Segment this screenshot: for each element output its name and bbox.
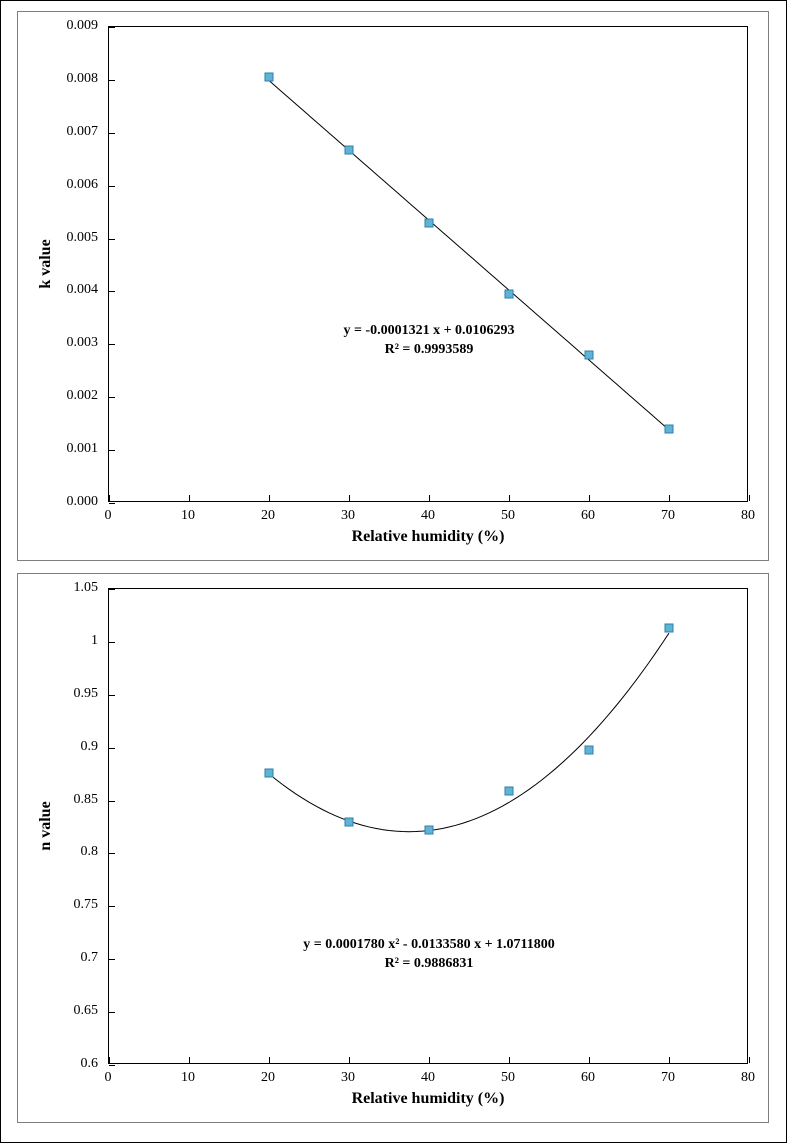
y-tick-label: 1.05: [74, 580, 99, 596]
data-marker: [665, 624, 674, 633]
data-marker: [345, 817, 354, 826]
x-tick-label: 10: [181, 1070, 195, 1086]
y-tick-label: 0.85: [74, 792, 99, 808]
x-tick-label: 30: [341, 508, 355, 524]
y-tick-label: 0.007: [67, 124, 99, 140]
x-tick-label: 80: [741, 1070, 755, 1086]
equation-text: y = 0.0001780 x² - 0.0133580 x + 1.07118…: [303, 936, 555, 955]
y-tick-label: 0.9: [81, 739, 99, 755]
y-tick-label: 0.001: [67, 441, 99, 457]
x-tick: [749, 1057, 750, 1063]
x-tick-label: 10: [181, 508, 195, 524]
data-marker: [265, 769, 274, 778]
x-tick-label: 70: [661, 508, 675, 524]
chart-k-value: y = -0.0001321 x + 0.0106293R² = 0.99935…: [9, 11, 769, 563]
chart-k-value-panel: y = -0.0001321 x + 0.0106293R² = 0.99935…: [17, 11, 769, 561]
x-tick-label: 0: [105, 1070, 112, 1086]
x-axis-label: Relative humidity (%): [352, 528, 505, 546]
x-tick-label: 30: [341, 1070, 355, 1086]
y-tick-label: 0.95: [74, 686, 99, 702]
y-tick-label: 0.7: [81, 950, 99, 966]
x-tick-label: 50: [501, 1070, 515, 1086]
chart-n-value: y = 0.0001780 x² - 0.0133580 x + 1.07118…: [9, 573, 769, 1125]
equation-text: y = -0.0001321 x + 0.0106293: [343, 322, 514, 341]
trend-annotation: y = -0.0001321 x + 0.0106293R² = 0.99935…: [343, 322, 514, 360]
chart-k-value-plot-area: y = -0.0001321 x + 0.0106293R² = 0.99935…: [108, 26, 748, 502]
data-marker: [585, 350, 594, 359]
x-tick-label: 50: [501, 508, 515, 524]
y-tick-label: 0.009: [67, 18, 99, 34]
y-tick-label: 0.6: [81, 1056, 99, 1072]
r-squared-text: R² = 0.9886831: [303, 955, 555, 974]
y-tick-label: 0.005: [67, 230, 99, 246]
x-axis-label: Relative humidity (%): [352, 1090, 505, 1108]
data-marker: [585, 745, 594, 754]
chart-n-value-plot-area: y = 0.0001780 x² - 0.0133580 x + 1.07118…: [108, 588, 748, 1064]
y-axis-label: k value: [37, 239, 55, 288]
x-tick-label: 80: [741, 508, 755, 524]
y-tick-label: 0.8: [81, 844, 99, 860]
chart-n-value-panel: y = 0.0001780 x² - 0.0133580 x + 1.07118…: [17, 573, 769, 1123]
y-axis-label: n value: [37, 801, 55, 850]
r-squared-text: R² = 0.9993589: [343, 341, 514, 360]
x-tick-label: 0: [105, 508, 112, 524]
y-tick-label: 0.008: [67, 71, 99, 87]
trend-line: [109, 27, 749, 503]
data-marker: [505, 290, 514, 299]
x-tick-label: 60: [581, 1070, 595, 1086]
y-tick-label: 0.002: [67, 388, 99, 404]
y-tick-label: 0.004: [67, 282, 99, 298]
x-tick-label: 60: [581, 508, 595, 524]
x-tick-label: 40: [421, 508, 435, 524]
data-marker: [665, 424, 674, 433]
y-tick: [109, 503, 115, 504]
trend-annotation: y = 0.0001780 x² - 0.0133580 x + 1.07118…: [303, 936, 555, 974]
y-tick-label: 0.65: [74, 1003, 99, 1019]
x-tick-label: 20: [261, 1070, 275, 1086]
data-marker: [425, 218, 434, 227]
data-marker: [265, 73, 274, 82]
x-tick-label: 40: [421, 1070, 435, 1086]
y-tick-label: 0.003: [67, 335, 99, 351]
y-tick-label: 0.006: [67, 177, 99, 193]
data-marker: [345, 145, 354, 154]
y-tick-label: 0.75: [74, 897, 99, 913]
x-tick: [749, 495, 750, 501]
y-tick-label: 0.000: [67, 494, 99, 510]
x-tick-label: 20: [261, 508, 275, 524]
y-tick: [109, 1065, 115, 1066]
data-marker: [505, 787, 514, 796]
data-marker: [425, 826, 434, 835]
y-tick-label: 1: [91, 633, 98, 649]
x-tick-label: 70: [661, 1070, 675, 1086]
page: y = -0.0001321 x + 0.0106293R² = 0.99935…: [0, 0, 787, 1143]
